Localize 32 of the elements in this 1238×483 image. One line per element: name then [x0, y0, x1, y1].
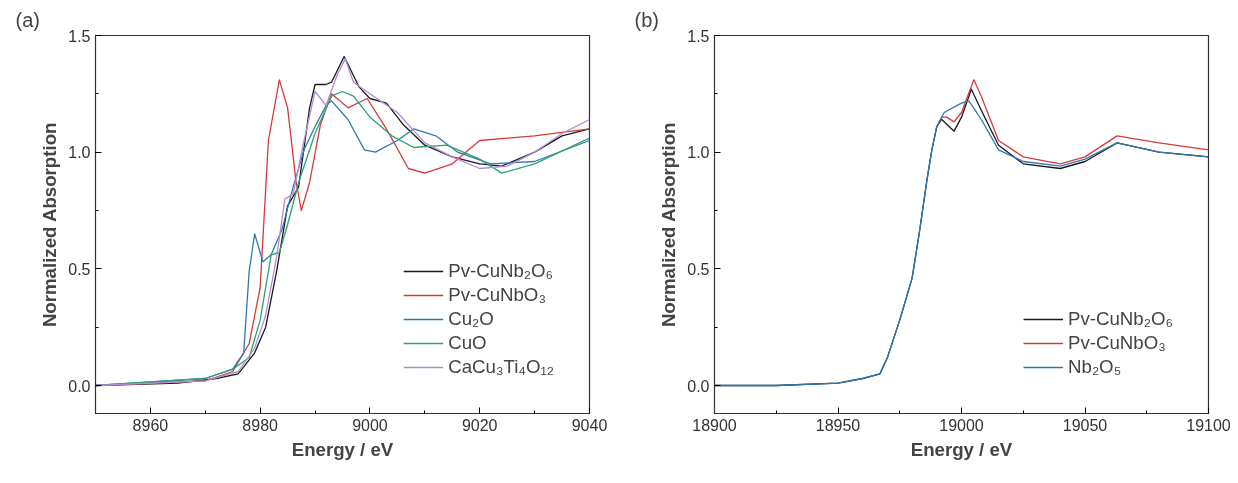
x-tick-label: 19000: [939, 416, 984, 434]
x-axis-title: Energy / eV: [291, 438, 394, 460]
y-tick-label: 1.0: [68, 144, 91, 162]
y-tick-label: 1.5: [687, 27, 710, 45]
x-tick-label: 18950: [815, 416, 861, 434]
x-tick-label: 18900: [692, 416, 737, 434]
y-axis-title: Normalized Absorption: [658, 122, 680, 328]
x-axis-title: Energy / eV: [910, 438, 1013, 460]
x-tick-label: 9000: [352, 416, 388, 434]
legend-label: Pv-CuNb₂O₆: [1068, 308, 1173, 330]
y-tick-label: 1.0: [687, 144, 710, 162]
y-tick-label: 0.0: [68, 377, 91, 395]
legend-label: Pv-CuNbO₃: [448, 284, 546, 306]
y-tick-label: 0.5: [68, 260, 91, 278]
x-tick-label: 8960: [132, 416, 169, 434]
text: (a): [15, 8, 40, 31]
y-tick-label: 1.5: [68, 27, 91, 45]
y-axis-title: Normalized Absorption: [39, 122, 61, 328]
x-tick-label: 9020: [461, 416, 498, 434]
text: (b): [634, 8, 659, 31]
legend-label: Pv-CuNbO₃: [1068, 332, 1166, 354]
y-tick-label: 0.5: [687, 260, 710, 278]
legend-label: Pv-CuNb₂O₆: [448, 260, 554, 282]
legend-label: CuO: [448, 332, 487, 354]
legend-label: Nb₂O₅: [1068, 356, 1122, 378]
x-tick-label: 8980: [242, 416, 279, 434]
y-tick-label: 0.0: [687, 377, 710, 395]
x-tick-label: 9040: [571, 416, 608, 434]
legend-label: CaCu₃Ti₄O₁₂: [448, 356, 554, 378]
x-tick-label: 19100: [1186, 416, 1231, 434]
x-tick-label: 19050: [1062, 416, 1108, 434]
legend-label: Cu₂O: [448, 308, 494, 330]
